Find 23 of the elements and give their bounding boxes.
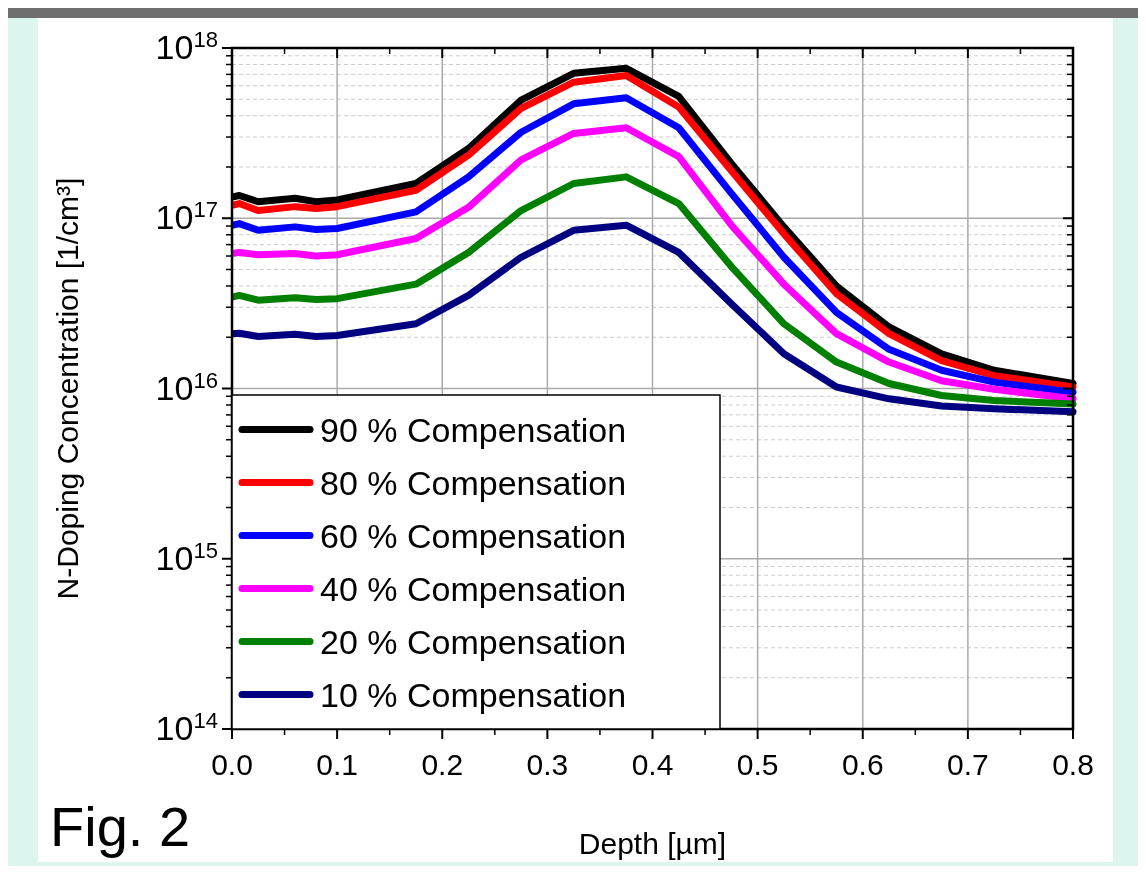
x-tick-label: 0.0: [211, 748, 253, 781]
x-tick-label: 0.8: [1052, 748, 1094, 781]
legend-label: 80 % Compensation: [320, 463, 627, 502]
legend-label: 10 % Compensation: [320, 675, 627, 714]
x-tick-label: 0.3: [526, 748, 569, 781]
legend-label: 20 % Compensation: [320, 622, 627, 661]
caption: Fig. 2: [50, 795, 191, 858]
legend-label: 60 % Compensation: [320, 516, 627, 555]
x-tick-label: 0.5: [736, 748, 779, 781]
y-tick-label: 10$^{18}$: [155, 26, 218, 66]
y-tick-label: 10$^{14}$: [155, 707, 218, 747]
x-tick-label: 0.2: [421, 748, 464, 781]
x-axis-title: Depth [µm]: [578, 827, 727, 860]
y-tick-label: 10$^{16}$: [155, 367, 218, 407]
y-tick-label: 10$^{17}$: [155, 196, 218, 237]
x-tick-label: 0.6: [841, 748, 884, 781]
legend-label: 40 % Compensation: [320, 569, 627, 608]
y-axis-title: N-Doping Concentration [1/cm³]: [51, 177, 84, 600]
x-tick-label: 0.4: [631, 748, 674, 781]
x-tick-label: 0.7: [947, 748, 989, 781]
y-tick-label: 10$^{15}$: [155, 537, 218, 577]
legend-label: 90 % Compensation: [320, 410, 627, 449]
x-tick-label: 0.1: [316, 748, 358, 781]
